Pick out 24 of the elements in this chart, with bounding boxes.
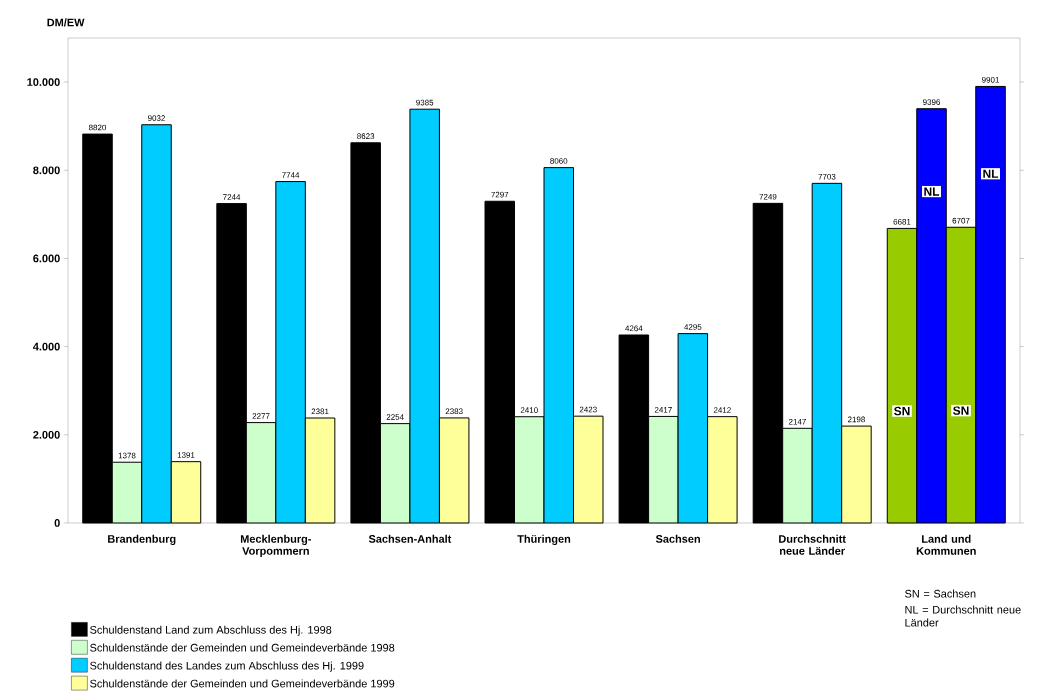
legend-label: Schuldenstände der Gemeinden und Gemeindeverbände 1999 [90, 679, 395, 688]
y-tick-label: 10.000 [27, 78, 60, 86]
legend-label: Schuldenstände der Gemeinden und Gemeindeverbände 1998 [90, 643, 395, 652]
y-tick-label: 4.000 [32, 342, 60, 351]
x-tick-label: Brandenburg [108, 534, 176, 546]
legend-label: Schuldenstand des Landes zum Abschluss des Hj. 1999 [90, 661, 364, 672]
x-tick-label: Mecklenburg-Vorpommern [240, 534, 312, 557]
legend-label: Schuldenstand Land zum Abschluss des Hj. 1998 [90, 625, 332, 636]
x-tick-label: Durchschnitt neue Länder [779, 534, 846, 555]
x-tick-label: Sachsen [655, 534, 700, 543]
annotation: NL [983, 169, 999, 178]
y-axis-title: DM/EW [47, 18, 85, 27]
annotation: SN [894, 406, 910, 416]
text: NL = Durchschnitt neue Länder [905, 605, 1021, 627]
x-tick-label: Thüringen [517, 534, 571, 546]
x-tick-label: Land und Kommunen [916, 534, 976, 555]
y-tick-label: 0 [54, 519, 60, 527]
y-tick-label: 6.000 [33, 254, 60, 263]
y-tick-label: 2.000 [33, 430, 60, 439]
text: SN = Sachsen [905, 589, 976, 598]
x-tick-label: Sachsen-Anhalt [368, 534, 452, 543]
y-tick-label: 8.000 [33, 166, 60, 175]
annotation: SN [953, 406, 969, 415]
annotation: NL [924, 187, 940, 196]
